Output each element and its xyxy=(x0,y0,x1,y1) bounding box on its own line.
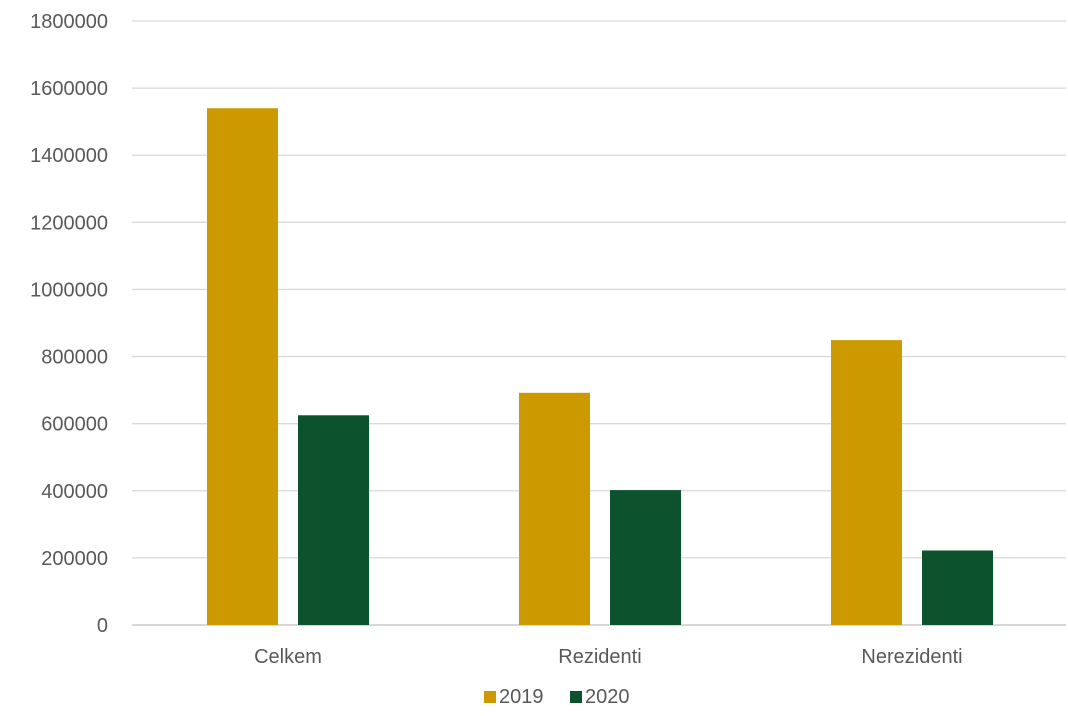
y-tick-label: 0 xyxy=(97,615,108,637)
legend-label-2020: 2020 xyxy=(585,686,630,708)
y-tick-label: 600000 xyxy=(41,414,108,436)
x-tick-label: Rezidenti xyxy=(558,646,641,668)
y-tick-label: 400000 xyxy=(41,481,108,503)
y-tick-label: 800000 xyxy=(41,347,108,369)
legend: 2019 2020 xyxy=(484,686,630,708)
bar-nerezidenti-2019 xyxy=(831,340,902,625)
legend-swatch-2019 xyxy=(484,691,496,703)
y-tick-label: 1800000 xyxy=(30,11,108,33)
y-axis-ticks: 0 200000 400000 600000 800000 1000000 1200000 1… xyxy=(30,11,108,637)
bar-rezidenti-2020 xyxy=(610,490,681,625)
x-tick-label: Nerezidenti xyxy=(861,646,962,668)
gridlines xyxy=(132,20,1066,626)
bar-rezidenti-2019 xyxy=(519,392,590,625)
bar-celkem-2019 xyxy=(207,108,278,625)
y-tick-label: 1200000 xyxy=(30,212,108,234)
y-tick-label: 1400000 xyxy=(30,145,108,167)
x-axis-ticks: Celkem Rezidenti Nerezidenti xyxy=(254,646,962,668)
y-tick-label: 200000 xyxy=(41,548,108,570)
bar-celkem-2020 xyxy=(298,415,369,625)
bar-nerezidenti-2020 xyxy=(922,550,993,625)
legend-label-2019: 2019 xyxy=(499,686,544,708)
y-tick-label: 1600000 xyxy=(30,78,108,100)
x-tick-label: Celkem xyxy=(254,646,322,668)
legend-swatch-2020 xyxy=(570,691,582,703)
y-tick-label: 1000000 xyxy=(30,279,108,301)
bars xyxy=(207,108,993,625)
